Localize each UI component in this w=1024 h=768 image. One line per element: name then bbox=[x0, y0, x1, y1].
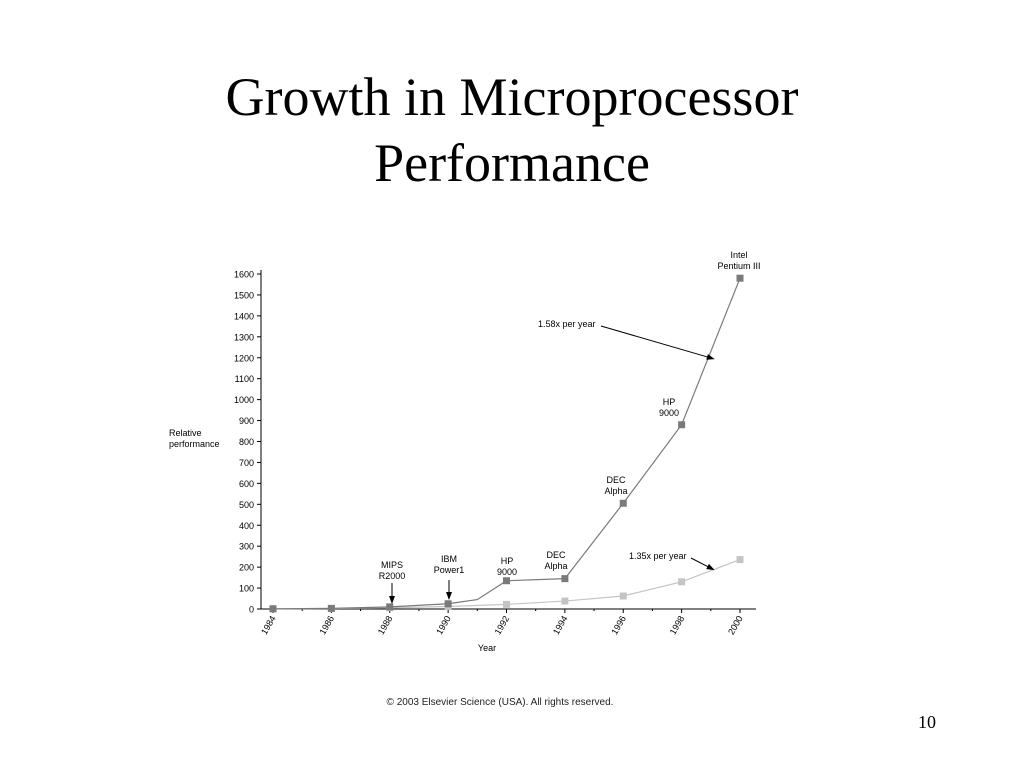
y-tick-label: 1400 bbox=[234, 311, 254, 321]
x-tick-label: 1994 bbox=[551, 614, 570, 636]
processor-label: Alpha bbox=[604, 486, 627, 496]
slide-title-line-1: Growth in Microprocessor bbox=[225, 67, 799, 127]
copyright-notice: © 2003 Elsevier Science (USA). All right… bbox=[386, 697, 614, 708]
processor-label: Intel bbox=[730, 250, 747, 260]
y-tick-label: 1300 bbox=[234, 332, 254, 342]
x-axis-label: Year bbox=[478, 643, 496, 653]
series-2-point bbox=[503, 600, 510, 608]
y-tick-label: 1500 bbox=[234, 290, 254, 300]
y-tick-label: 600 bbox=[239, 479, 254, 489]
processor-label: MIPS bbox=[381, 560, 403, 570]
processor-label: 9000 bbox=[659, 408, 679, 418]
series-2-point bbox=[678, 578, 686, 586]
processor-label: IBM bbox=[441, 554, 457, 564]
x-tick-label: 2000 bbox=[726, 614, 745, 636]
y-tick-label: 100 bbox=[239, 584, 254, 594]
y-axis-label: performance bbox=[169, 439, 220, 449]
series-line-1 bbox=[272, 277, 741, 610]
growth-rate-label: 1.35x per year bbox=[629, 551, 687, 561]
series-1-point bbox=[561, 575, 569, 583]
slide-title: Growth in Microprocessor Performance bbox=[0, 64, 1024, 196]
page-number: 10 bbox=[918, 712, 936, 732]
series-2-point bbox=[561, 597, 569, 605]
series-1-point bbox=[619, 499, 627, 507]
y-tick-label: 800 bbox=[239, 437, 254, 447]
processor-label: DEC bbox=[606, 475, 626, 485]
processor-label: Power1 bbox=[434, 565, 465, 575]
processor-label: HP bbox=[663, 397, 676, 407]
y-tick-label: 400 bbox=[239, 521, 254, 531]
series-1-point bbox=[503, 577, 510, 585]
series-1-point bbox=[386, 603, 394, 611]
slide-title-line-2: Performance bbox=[374, 133, 650, 193]
series-1-point bbox=[678, 421, 686, 429]
series-1-point bbox=[269, 605, 277, 613]
x-tick-label: 1984 bbox=[259, 614, 278, 636]
y-tick-label: 0 bbox=[249, 605, 254, 615]
y-tick-label: 200 bbox=[239, 563, 254, 573]
processor-label: Pentium III bbox=[717, 261, 760, 271]
growth-rate-label: 1.58x per year bbox=[538, 319, 596, 329]
series-1-point bbox=[444, 600, 452, 608]
processor-label: HP bbox=[501, 556, 514, 566]
series-2-point bbox=[736, 556, 744, 564]
y-tick-label: 900 bbox=[239, 416, 254, 426]
y-tick-label: 1600 bbox=[234, 270, 254, 280]
growth-rate-arrow bbox=[690, 557, 715, 571]
series-2-point bbox=[619, 592, 627, 600]
y-tick-label: 500 bbox=[239, 500, 254, 510]
x-tick-label: 1998 bbox=[668, 614, 687, 636]
x-tick-label: 1990 bbox=[434, 614, 453, 636]
series-1-point bbox=[327, 604, 335, 612]
growth-rate-arrow bbox=[600, 325, 715, 360]
y-tick-label: 700 bbox=[239, 458, 254, 468]
x-tick-label: 1986 bbox=[317, 614, 336, 636]
y-tick-label: 1000 bbox=[234, 395, 254, 405]
x-tick-label: 1992 bbox=[493, 614, 512, 636]
processor-label: R2000 bbox=[379, 571, 406, 581]
x-tick-label: 1996 bbox=[609, 614, 628, 636]
processor-label: Alpha bbox=[544, 561, 567, 571]
y-tick-label: 1200 bbox=[234, 353, 254, 363]
processor-label: DEC bbox=[546, 550, 566, 560]
y-tick-label: 300 bbox=[239, 542, 254, 552]
processor-label: 9000 bbox=[497, 567, 517, 577]
x-tick-label: 1988 bbox=[376, 614, 395, 636]
y-axis-label: Relative bbox=[169, 428, 202, 438]
series-1-point bbox=[736, 274, 744, 282]
y-tick-label: 1100 bbox=[235, 374, 254, 384]
